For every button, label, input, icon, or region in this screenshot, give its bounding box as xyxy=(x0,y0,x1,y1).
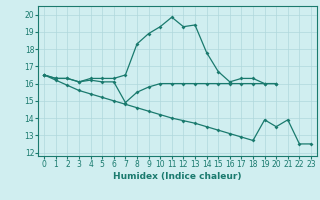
X-axis label: Humidex (Indice chaleur): Humidex (Indice chaleur) xyxy=(113,172,242,181)
